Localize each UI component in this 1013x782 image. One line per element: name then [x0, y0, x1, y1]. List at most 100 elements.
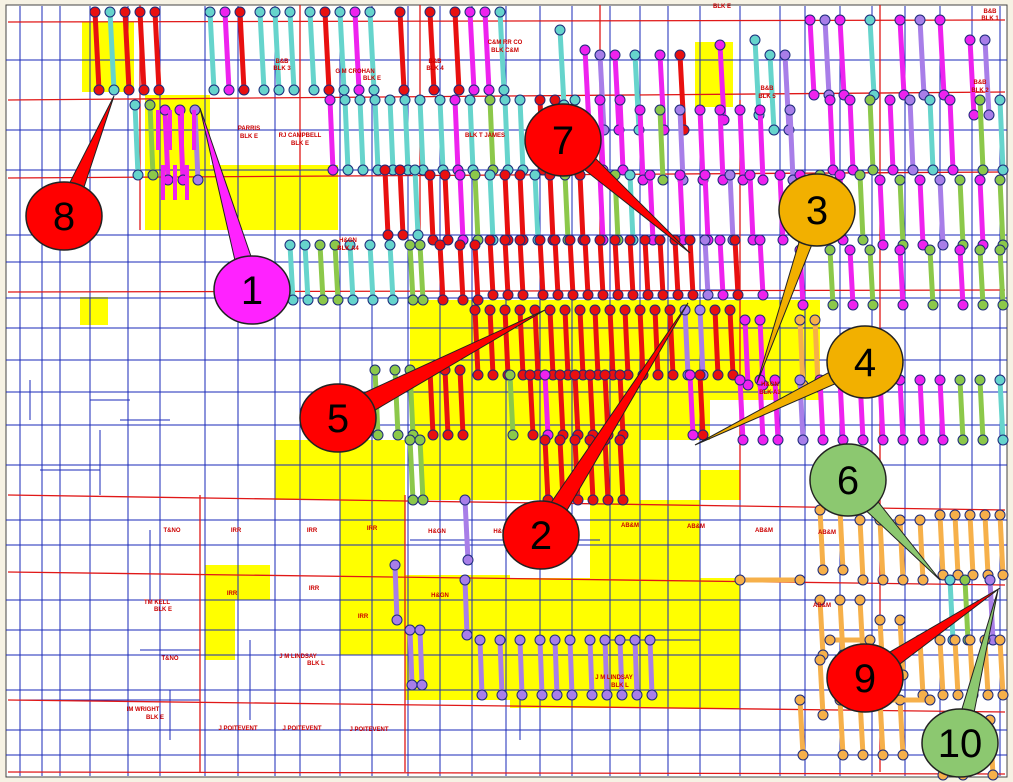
well-lateral	[694, 369, 709, 441]
well-lateral	[914, 174, 929, 251]
well-lateral	[119, 6, 135, 96]
well-lateral	[824, 634, 876, 646]
well-lateral	[284, 6, 300, 96]
well-lateral	[454, 169, 469, 246]
well-lateral	[924, 94, 939, 176]
well-lateral	[734, 374, 749, 446]
well-lateral	[674, 104, 689, 186]
marker-6[interactable]: 6	[809, 443, 941, 581]
map-label-cm-rr-b: BLK C&M	[491, 48, 519, 54]
marker-circle[interactable]	[299, 383, 377, 453]
well-lateral	[254, 6, 270, 96]
well-lateral	[979, 34, 995, 121]
well-lateral	[449, 6, 465, 96]
marker-circle[interactable]	[213, 255, 291, 325]
marker-circle[interactable]	[524, 103, 602, 177]
marker-7[interactable]: 7	[524, 103, 691, 254]
well-lateral	[619, 304, 634, 381]
well-lateral	[424, 6, 440, 96]
map-label-campbell: RJ CAMPBELL	[279, 133, 322, 139]
well-lateral	[709, 304, 724, 381]
marker-label: 7	[552, 119, 574, 163]
well-lateral	[994, 244, 1009, 311]
well-lateral	[614, 94, 629, 176]
lease-parcel	[700, 470, 740, 500]
well-lateral	[339, 94, 354, 176]
marker-8[interactable]: 8	[25, 95, 115, 251]
well-lateral	[384, 239, 399, 306]
well-lateral	[894, 174, 909, 251]
map-label-hgn3: H&GN	[431, 593, 449, 599]
lease-parcel	[278, 165, 338, 230]
well-lateral	[499, 234, 514, 301]
well-lateral	[994, 374, 1009, 446]
map-label-abm1: AB&M	[621, 523, 639, 529]
map-label-bb-blk5b: BLK 5	[758, 94, 776, 100]
well-lateral	[204, 6, 220, 96]
lease-parcel	[80, 297, 108, 325]
well-lateral	[494, 6, 510, 96]
map-label-poit2: J POITEVENT	[282, 726, 321, 732]
well-lateral	[134, 6, 150, 96]
marker-4[interactable]: 4	[694, 325, 904, 446]
well-lateral	[884, 94, 899, 176]
well-lateral	[539, 369, 554, 441]
well-lateral	[724, 304, 739, 381]
map-label-blk-e-top: BLK E	[713, 4, 731, 10]
well-lateral	[824, 244, 839, 311]
well-lateral	[469, 239, 484, 306]
well-lateral	[579, 234, 594, 301]
well-lateral	[914, 374, 929, 446]
well-lateral	[334, 6, 350, 96]
numbered-markers[interactable]: 1 2 3 4 5 6 7 8 9 10	[25, 95, 1001, 778]
marker-3[interactable]: 3	[756, 173, 856, 384]
map-label-tno2: T&NO	[162, 656, 179, 662]
map-label-lindsay2: J M LINDSAY	[595, 675, 632, 681]
well-lateral	[404, 624, 418, 691]
marker-circle[interactable]	[826, 643, 904, 713]
well-lateral	[949, 634, 964, 701]
marker-9[interactable]: 9	[826, 587, 1001, 713]
map-label-hgn1: H&GN	[428, 529, 446, 535]
well-lateral	[964, 34, 980, 121]
well-lateral	[769, 374, 784, 446]
well-lateral	[594, 49, 610, 136]
well-lateral	[964, 509, 979, 581]
map-label-bb-blk3b: BLK 3	[273, 66, 291, 72]
marker-circle[interactable]	[921, 708, 999, 778]
well-lateral	[904, 94, 919, 176]
well-lateral	[504, 369, 519, 441]
map-label-bb-blk1b: BLK 1	[981, 16, 999, 22]
well-lateral	[754, 104, 769, 186]
well-lateral	[379, 164, 394, 241]
well-lateral	[459, 494, 474, 566]
marker-1[interactable]: 1	[199, 107, 291, 325]
marker-10[interactable]: 10	[921, 589, 999, 778]
map-label-hgn-a4b: BLK A4	[337, 246, 359, 252]
marker-circle[interactable]	[778, 173, 856, 247]
well-lateral	[954, 374, 969, 446]
well-lateral	[484, 304, 499, 381]
map-label-tno1: T&NO	[164, 528, 181, 534]
marker-circle[interactable]	[25, 181, 103, 251]
map-label-bb-blk2b: BLK 2	[971, 88, 989, 94]
well-lateral	[954, 244, 969, 311]
well-lateral	[324, 94, 339, 176]
well-lateral	[729, 234, 744, 301]
map-label-lindsay1: J M LINDSAY	[279, 654, 316, 660]
well-lateral	[144, 99, 159, 181]
marker-circle[interactable]	[809, 443, 887, 517]
well-lateral	[149, 6, 165, 96]
marker-5[interactable]: 5	[299, 309, 546, 453]
well-lateral	[354, 94, 369, 176]
well-lateral	[414, 239, 429, 306]
well-lateral	[934, 174, 949, 251]
marker-circle[interactable]	[826, 325, 904, 399]
map-label-parris-b: BLK E	[240, 134, 258, 140]
marker-circle[interactable]	[502, 500, 580, 570]
well-lateral	[129, 99, 144, 181]
lease-parcel	[590, 500, 700, 580]
marker-2[interactable]: 2	[502, 302, 689, 570]
